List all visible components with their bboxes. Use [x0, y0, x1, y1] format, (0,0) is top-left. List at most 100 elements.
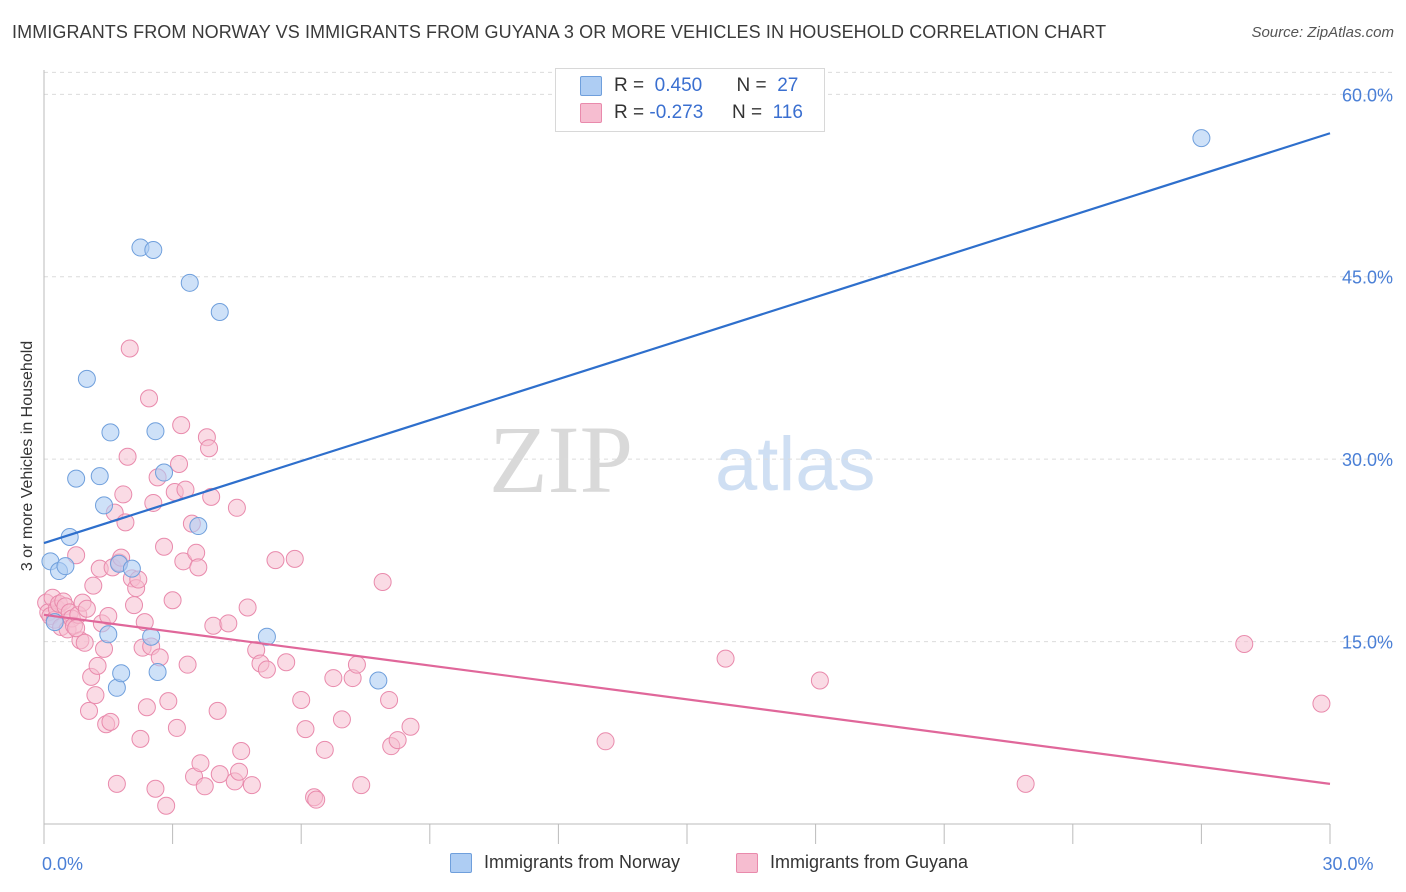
y-tick-label: 30.0% — [1342, 450, 1393, 470]
guyana-trendline — [43, 613, 1331, 785]
norway-point — [148, 662, 167, 681]
guyana-point — [324, 669, 343, 688]
trendlines — [43, 132, 1331, 785]
norway-point — [369, 671, 388, 690]
guyana-point — [157, 796, 176, 815]
guyana-point — [170, 455, 189, 474]
guyana-point — [195, 777, 214, 796]
guyana-point — [163, 591, 182, 610]
norway-r-value: 0.450 — [654, 75, 703, 96]
guyana-point — [210, 765, 229, 784]
norway-point — [77, 369, 96, 388]
norway-n-label: N = — [736, 75, 767, 96]
bottom-guyana-label: Immigrants from Guyana — [770, 852, 969, 872]
guyana-point — [118, 447, 137, 466]
guyana-point — [219, 614, 238, 633]
guyana-point — [315, 740, 334, 759]
guyana-point — [352, 776, 371, 795]
guyana-point — [307, 790, 326, 809]
guyana-point — [204, 616, 223, 635]
guyana-point — [380, 690, 399, 709]
guyana-point — [191, 754, 210, 773]
bottom-legend-norway: Immigrants from Norway — [450, 852, 680, 873]
guyana-point — [125, 596, 144, 615]
norway-point — [112, 664, 131, 683]
norway-point — [1192, 129, 1211, 148]
guyana-point — [84, 576, 103, 595]
guyana-point — [155, 537, 174, 556]
legend-row-norway: R = 0.450 N = 27 — [580, 74, 798, 98]
guyana-point — [1312, 694, 1331, 713]
guyana-n-value: 116 — [772, 102, 803, 123]
norway-r-label: R = — [614, 75, 645, 96]
norway-point — [95, 496, 114, 515]
guyana-point — [285, 549, 304, 568]
tick-labels: 15.0% 30.0% 45.0% 60.0% 0.0% 30.0% — [42, 85, 1393, 874]
watermark: ZIP atlas — [489, 406, 876, 513]
norway-point — [146, 422, 165, 441]
guyana-point — [227, 498, 246, 517]
guyana-n-label: N = — [731, 102, 763, 123]
guyana-point — [373, 572, 392, 591]
guyana-point — [332, 710, 351, 729]
guyana-point — [200, 439, 219, 458]
norway-point — [90, 467, 109, 486]
norway-point — [180, 273, 199, 292]
watermark-zip: ZIP — [489, 406, 633, 513]
guyana-point — [189, 558, 208, 577]
norway-point — [144, 240, 163, 259]
chart-title: IMMIGRANTS FROM NORWAY VS IMMIGRANTS FRO… — [12, 22, 1107, 42]
guyana-point — [67, 619, 86, 638]
bottom-norway-swatch — [450, 852, 472, 873]
guyana-point — [238, 598, 257, 617]
guyana-point — [86, 686, 105, 705]
bottom-guyana-swatch — [736, 852, 758, 873]
guyana-point — [401, 717, 420, 736]
norway-point — [101, 423, 120, 442]
norway-point — [122, 559, 141, 578]
guyana-point — [67, 546, 86, 565]
x-tick-label: 0.0% — [42, 854, 83, 874]
y-tick-label: 60.0% — [1342, 85, 1393, 105]
guyana-point — [266, 551, 285, 570]
guyana-point — [208, 701, 227, 720]
x-tick-label: 30.0% — [1322, 854, 1373, 874]
guyana-point — [80, 701, 99, 720]
norway-points — [41, 129, 1211, 697]
source-credit: Source: ZipAtlas.com — [1251, 24, 1394, 41]
norway-point — [67, 469, 86, 488]
norway-point — [56, 557, 75, 576]
guyana-point — [178, 655, 197, 674]
norway-point — [210, 303, 229, 322]
guyana-point — [296, 720, 315, 739]
guyana-point — [347, 655, 366, 674]
guyana-point — [1016, 774, 1035, 793]
guyana-point — [99, 607, 118, 626]
bottom-norway-label: Immigrants from Norway — [484, 852, 681, 872]
guyana-point — [77, 599, 96, 618]
guyana-point — [292, 690, 311, 709]
guyana-point — [75, 633, 94, 652]
legend-row-guyana: R = -0.273 N = 116 — [580, 101, 803, 125]
guyana-point — [107, 774, 126, 793]
norway-trendline — [43, 132, 1331, 545]
guyana-point — [810, 671, 829, 690]
guyana-point — [230, 762, 249, 781]
guyana-point — [159, 692, 178, 711]
grid — [44, 71, 1392, 643]
norway-point — [189, 517, 208, 536]
guyana-point — [146, 779, 165, 798]
guyana-point — [140, 389, 159, 408]
guyana-point — [137, 698, 156, 717]
norway-swatch — [580, 76, 602, 96]
watermark-atlas: atlas — [715, 422, 876, 507]
guyana-point — [277, 653, 296, 672]
guyana-point — [131, 729, 150, 748]
guyana-point — [1235, 635, 1254, 654]
guyana-swatch — [580, 103, 602, 123]
guyana-points — [37, 339, 1331, 815]
guyana-point — [101, 712, 120, 731]
guyana-point — [242, 776, 261, 795]
guyana-point — [120, 339, 139, 358]
guyana-point — [114, 485, 133, 504]
